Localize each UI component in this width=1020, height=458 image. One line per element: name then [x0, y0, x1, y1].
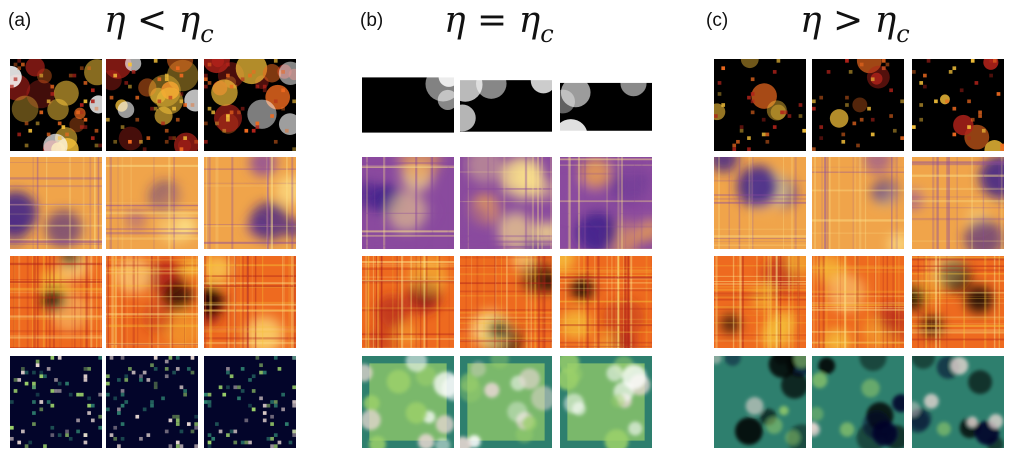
tile-c-row4-col2 [812, 356, 904, 448]
tile-c-row2-col2 [812, 157, 904, 249]
tile-b-row4-col2 [460, 356, 552, 448]
tile-c-row2-col1 [714, 157, 806, 249]
tile-c-row3-col1 [714, 256, 806, 348]
title-b-symbol: η [444, 0, 466, 41]
tile-a-row2-col1 [10, 157, 102, 249]
title-c-relation: > [833, 0, 864, 41]
tile-b-row4-col1 [362, 356, 454, 448]
title-a-rhs: η [178, 0, 201, 41]
tile-b-row2-col3 [560, 157, 652, 249]
panel-title-a: η < ηc [104, 0, 214, 48]
panel-label-c: (c) [706, 10, 729, 31]
tile-b-row2-col2 [460, 157, 552, 249]
tile-a-row1-col1 [10, 59, 102, 151]
tile-c-row4-col1 [714, 356, 806, 448]
title-a-subscript: c [200, 20, 214, 48]
panel-title-b: η = ηc [444, 0, 554, 48]
tile-a-row3-col1 [10, 256, 102, 348]
title-c-subscript: c [896, 20, 910, 48]
tile-c-row1-col2 [812, 59, 904, 151]
tile-a-row3-col2 [106, 256, 198, 348]
tile-c-row2-col3 [912, 157, 1004, 249]
tile-b-row3-col2 [460, 256, 552, 348]
tile-c-row3-col2 [812, 256, 904, 348]
tile-b-row3-col1 [362, 256, 454, 348]
title-a-symbol: η [104, 0, 126, 41]
tile-a-row2-col3 [204, 157, 296, 249]
tile-a-row4-col1 [10, 356, 102, 448]
tile-b-row1-col3 [560, 59, 652, 151]
tile-c-row1-col3 [912, 59, 1004, 151]
tile-b-row1-col2 [460, 59, 552, 151]
tile-a-row2-col2 [106, 157, 198, 249]
panel-title-c: η > ηc [800, 0, 910, 48]
tile-a-row4-col2 [106, 356, 198, 448]
title-c-symbol: η [800, 0, 822, 41]
tile-c-row4-col3 [912, 356, 1004, 448]
tile-c-row1-col1 [714, 59, 806, 151]
panel-label-b: (b) [360, 10, 384, 31]
title-b-subscript: c [540, 20, 554, 48]
tile-a-row3-col3 [204, 256, 296, 348]
tile-a-row1-col3 [204, 59, 296, 151]
title-a-relation: < [137, 0, 168, 41]
tile-c-row3-col3 [912, 256, 1004, 348]
tile-a-row1-col2 [106, 59, 198, 151]
panel-label-a: (a) [8, 10, 32, 31]
title-b-rhs: η [518, 0, 541, 41]
tile-b-row2-col1 [362, 157, 454, 249]
tile-b-row1-col1 [362, 59, 454, 151]
tile-b-row3-col3 [560, 256, 652, 348]
tile-b-row4-col3 [560, 356, 652, 448]
title-b-relation: = [477, 0, 508, 41]
tile-a-row4-col3 [204, 356, 296, 448]
title-c-rhs: η [874, 0, 897, 41]
